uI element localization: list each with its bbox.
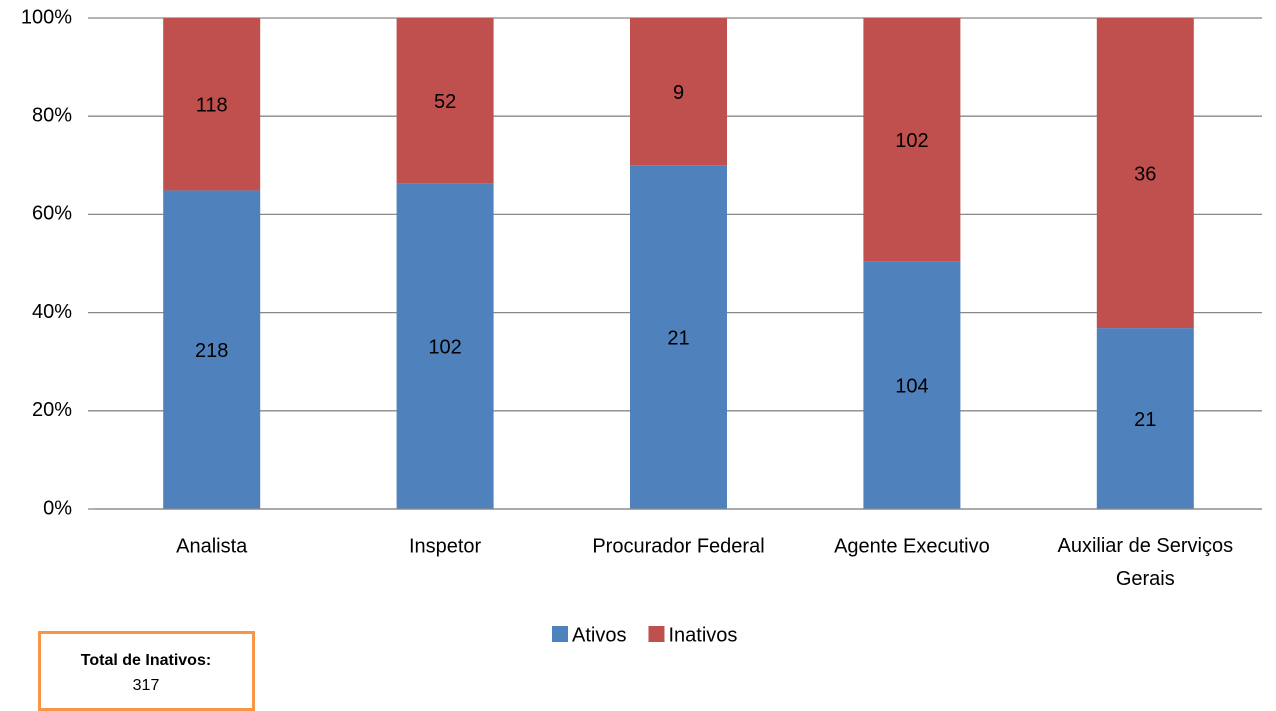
- bar-segment: [863, 261, 961, 509]
- bar-segment: [163, 190, 261, 510]
- bar-segment: [1096, 328, 1194, 509]
- bar-segment: [163, 18, 261, 191]
- y-tick-label: 20%: [32, 399, 72, 421]
- x-tick-label: Auxiliar de Serviços Gerais: [1057, 535, 1233, 590]
- data-label: 36: [1134, 163, 1156, 185]
- data-label: 52: [434, 91, 456, 113]
- x-tick-label: Inspetor: [409, 535, 482, 557]
- y-tick-label: 80%: [32, 104, 72, 126]
- bar-segment: [396, 18, 494, 184]
- data-label: 118: [196, 94, 228, 116]
- data-label: 9: [673, 82, 684, 104]
- data-label: 21: [1134, 409, 1156, 431]
- bar-segment: [1096, 18, 1194, 329]
- bar-segment: [396, 183, 494, 509]
- data-label: 21: [667, 327, 689, 349]
- legend-swatch: [648, 626, 665, 642]
- data-label: 218: [195, 340, 228, 362]
- y-tick-label: 0%: [43, 497, 72, 519]
- y-tick-label: 100%: [21, 6, 72, 28]
- data-label: 102: [428, 337, 461, 359]
- annotation-box: [38, 631, 255, 711]
- x-tick-label: Analista: [176, 535, 248, 557]
- annotation-value: 317: [133, 677, 160, 694]
- legend-swatch: [552, 626, 568, 642]
- legend-label: Ativos: [572, 624, 626, 646]
- bar-segment: [630, 18, 727, 166]
- x-tick-label: Agente Executivo: [834, 535, 990, 557]
- y-tick-label: 40%: [32, 301, 72, 323]
- bar-segment: [863, 18, 961, 262]
- bar-segment: [630, 165, 727, 510]
- annotation-label: Total de Inativos:: [81, 652, 211, 669]
- x-tick-label: Procurador Federal: [592, 535, 764, 557]
- legend-label: Inativos: [668, 624, 737, 646]
- y-tick-label: 60%: [32, 203, 72, 225]
- data-label: 102: [895, 130, 928, 152]
- data-label: 104: [895, 375, 928, 397]
